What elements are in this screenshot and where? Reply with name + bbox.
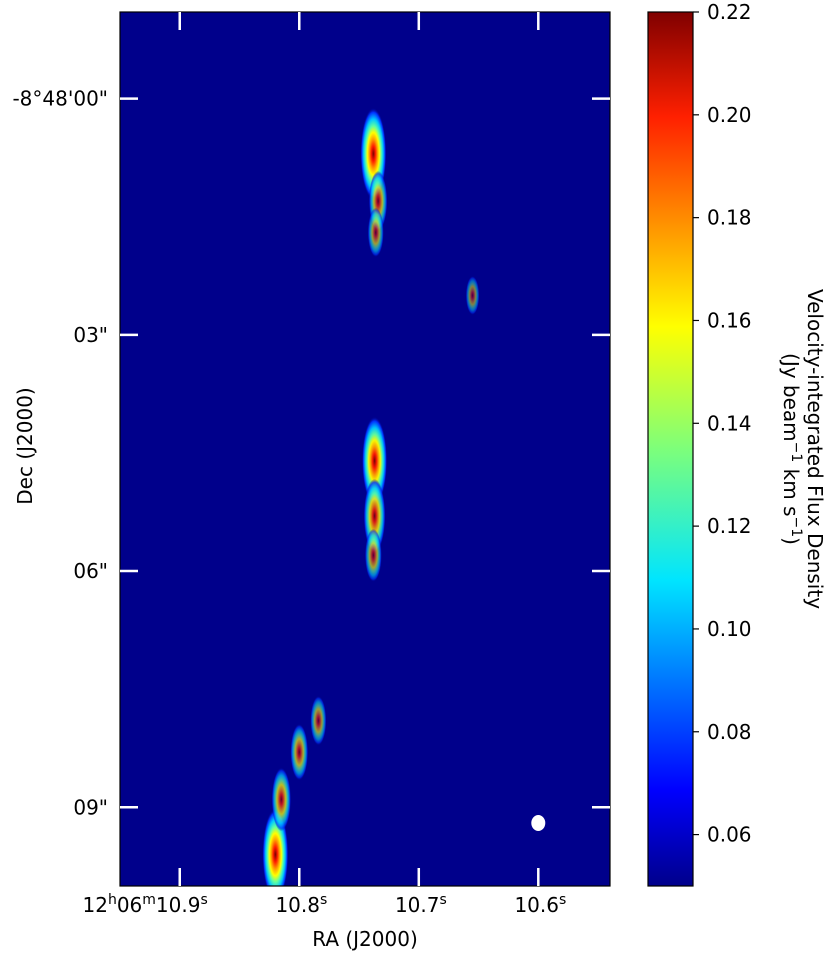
emission-knot-7 xyxy=(271,767,292,832)
emission-knot-3 xyxy=(361,416,388,506)
colorbar-label-line1: Velocity-integrated Flux Density xyxy=(803,289,827,609)
cb-unit-exp2: −1 xyxy=(788,517,804,538)
y-axis-title: Dec (J2000) xyxy=(13,387,37,504)
image-frame xyxy=(119,11,611,887)
beam-ellipse xyxy=(531,815,546,832)
colorbar-tick-label-0: 0.22 xyxy=(707,0,752,24)
y-tick-label-0: -8°48'00" xyxy=(12,87,108,111)
emission-knot-9 xyxy=(310,695,327,746)
cb-unit-close: ) xyxy=(779,537,803,545)
y-axis-ticks: -8°48'00" 03" 06" 09" xyxy=(12,87,610,819)
emission-knot-8 xyxy=(290,723,309,781)
colorbar-label-line2: (Jy beam−1 km s−1) xyxy=(779,353,804,545)
emission-knot-2 xyxy=(367,207,384,258)
x-tick-label-0: 12h06m10.9s xyxy=(83,892,208,917)
cb-unit-exp1: −1 xyxy=(788,442,804,463)
y-tick-label-3: 09" xyxy=(73,795,108,819)
colorbar-tick-label-7: 0.08 xyxy=(707,720,752,744)
cb-unit-km-s: km s xyxy=(779,462,803,516)
x-tick-label-3: 10.6s xyxy=(514,892,566,917)
cb-unit-jy-beam: (Jy beam xyxy=(779,353,803,442)
emission-knot-10 xyxy=(465,275,480,315)
emission-knots xyxy=(262,107,480,886)
x-tick-label-1: 10.8s xyxy=(275,892,327,917)
colorbar-tick-label-1: 0.20 xyxy=(707,103,752,127)
colorbar-tick-label-6: 0.10 xyxy=(707,617,752,641)
colorbar-ticks: 0.22 0.20 0.18 0.16 0.14 0.12 0.10 0.08 0.06 xyxy=(693,0,752,847)
colorbar-tick-label-8: 0.06 xyxy=(707,823,752,847)
x-tick-label-2: 10.7s xyxy=(395,892,447,917)
y-tick-label-2: 06" xyxy=(73,559,108,583)
colorbar-tick-label-5: 0.12 xyxy=(707,514,752,538)
colorbar xyxy=(647,11,694,887)
colorbar-label: Velocity-integrated Flux Density (Jy bea… xyxy=(779,289,827,609)
y-tick-label-1: 03" xyxy=(73,323,108,347)
colorbar-tick-label-4: 0.14 xyxy=(707,411,752,435)
emission-knot-5 xyxy=(364,528,382,582)
colorbar-tick-label-2: 0.18 xyxy=(707,206,752,230)
x-axis-title: RA (J2000) xyxy=(312,927,418,951)
x-axis-ticks: 12h06m10.9s 10.8s 10.7s 10.6s xyxy=(83,12,566,917)
colorbar-tick-label-3: 0.16 xyxy=(707,308,752,332)
